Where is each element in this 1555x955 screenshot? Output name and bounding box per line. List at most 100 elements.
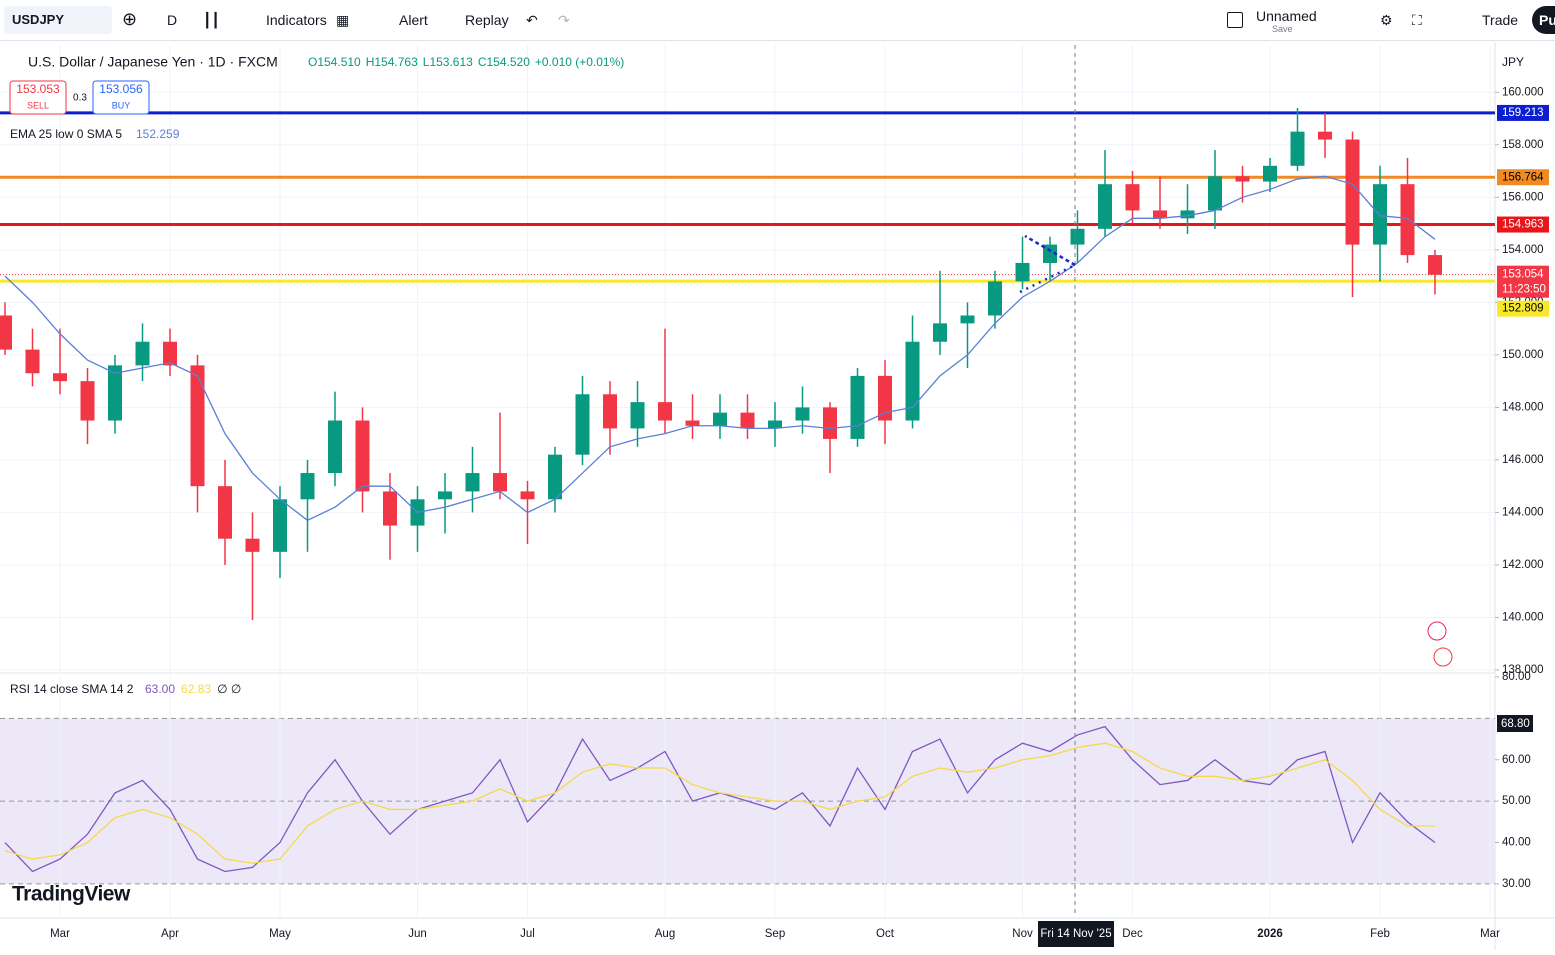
- interval[interactable]: D: [167, 12, 178, 28]
- last-price: 153.054: [1502, 269, 1544, 281]
- y-tick-label: 138.000: [1502, 664, 1544, 676]
- alert[interactable]: Alert: [399, 12, 428, 28]
- candle-body: [1070, 228, 1085, 245]
- candle-body: [108, 365, 122, 421]
- x-tick-label: Apr: [161, 928, 179, 940]
- buy-box: [92, 80, 150, 115]
- candle-body: [658, 402, 672, 421]
- y-tick-label: 50.00: [1502, 795, 1531, 807]
- candle-body: [53, 373, 67, 382]
- watermark: TradingView: [12, 883, 131, 906]
- replay[interactable]: Replay: [465, 12, 509, 28]
- checkbox[interactable]: [1227, 12, 1243, 28]
- y-tick-label: 140.000: [1502, 612, 1544, 624]
- candle-body: [1290, 131, 1305, 166]
- x-tick-label: Aug: [655, 928, 675, 940]
- candle-body: [548, 454, 562, 500]
- candle-body: [603, 394, 617, 429]
- level-label: 154.963: [1502, 219, 1544, 231]
- candle-body: [465, 473, 480, 492]
- publish[interactable]: Pu: [1539, 12, 1555, 28]
- sell-box: [9, 80, 67, 115]
- candle-body: [438, 491, 452, 500]
- rsi-line: [4, 742, 1435, 864]
- candle-body: [300, 473, 315, 500]
- undo[interactable]: ↶: [526, 12, 538, 28]
- level-label: 152.809: [1502, 303, 1544, 315]
- symbol[interactable]: USDJPY: [12, 12, 65, 27]
- x-tick-label: May: [269, 928, 291, 940]
- y-tick-label: 146.000: [1502, 454, 1544, 466]
- legend-value: H154.763: [366, 55, 418, 69]
- candle-body: [1373, 184, 1387, 245]
- currency[interactable]: JPY: [1502, 55, 1524, 69]
- templates[interactable]: ▦: [336, 12, 350, 28]
- candle-body: [135, 341, 150, 366]
- label-box: [1497, 216, 1549, 233]
- candle-body: [1098, 184, 1112, 229]
- buy-label: BUY: [112, 100, 131, 110]
- candle-body: [1153, 210, 1167, 219]
- layout-name[interactable]: Unnamed: [1256, 8, 1317, 24]
- publish-btn[interactable]: [1532, 6, 1555, 34]
- x-tick-label: Mar: [50, 928, 70, 940]
- y-tick-label: 148.000: [1502, 401, 1544, 413]
- y-tick-label: 30.00: [1502, 878, 1531, 890]
- x-tick-label: Jun: [408, 928, 427, 940]
- legend-value: L153.613: [423, 55, 473, 69]
- fullscreen[interactable]: ⛶: [1412, 12, 1422, 28]
- chart-type[interactable]: ┃┃: [203, 12, 220, 28]
- candle-body: [960, 315, 975, 324]
- countdown: 11:23:50: [1502, 284, 1546, 296]
- label-box: [1497, 265, 1549, 298]
- spread: 0.3: [73, 93, 87, 104]
- candle-body: [823, 407, 837, 439]
- candle-body: [1263, 165, 1277, 182]
- candle-body: [795, 407, 810, 421]
- candle-body: [80, 381, 95, 421]
- y-tick-label: 142.000: [1502, 559, 1544, 571]
- candle-body: [0, 315, 12, 350]
- legend-value: O154.510: [308, 55, 361, 69]
- candle-body: [273, 499, 287, 552]
- symbol-box[interactable]: [4, 6, 112, 34]
- layout-save: Save: [1272, 24, 1293, 34]
- candle-body: [1400, 184, 1415, 256]
- label-box: [1497, 715, 1533, 732]
- x-tick-label: Nov: [1012, 928, 1033, 940]
- redo[interactable]: ↷: [558, 12, 570, 28]
- settings[interactable]: ⚙: [1380, 12, 1393, 28]
- icon[interactable]: [1433, 647, 1453, 667]
- x-tick-label: Feb: [1370, 928, 1390, 940]
- candle-body: [25, 349, 40, 374]
- y-tick-label: 158.000: [1502, 139, 1544, 151]
- candle-body: [878, 375, 892, 421]
- trade[interactable]: Trade: [1482, 12, 1519, 28]
- legend-value: +0.010 (+0.01%): [535, 55, 624, 69]
- y-tick-label: 160.000: [1502, 86, 1544, 98]
- crosshair-box: [1038, 921, 1114, 947]
- level-label: 156.764: [1502, 171, 1544, 183]
- sell-label: SELL: [27, 100, 49, 110]
- toolbar: USDJPY ⊕ D ┃┃ Indicators ▦ Alert Replay …: [0, 0, 1555, 41]
- x-tick-label: Mar: [1480, 928, 1500, 940]
- candle-body: [163, 341, 177, 366]
- candle-body: [1208, 176, 1222, 211]
- indicator-value: 152.259: [136, 127, 180, 141]
- add-symbol[interactable]: ⊕: [122, 9, 138, 29]
- candle-body: [933, 323, 947, 342]
- candle-body: [1428, 255, 1442, 275]
- y-tick-label: 144.000: [1502, 506, 1544, 518]
- ma-line: [4, 175, 1436, 522]
- x-tick-label: Sep: [765, 928, 785, 940]
- indicators[interactable]: Indicators: [266, 12, 327, 28]
- candle-body: [1015, 262, 1030, 282]
- rsi-legend-value: ∅ ∅: [217, 682, 241, 696]
- candle-body: [218, 486, 232, 539]
- icon[interactable]: [1427, 621, 1447, 641]
- label-box: [1497, 169, 1549, 186]
- y-tick-label: 80.00: [1502, 671, 1531, 683]
- candle-body: [713, 412, 727, 426]
